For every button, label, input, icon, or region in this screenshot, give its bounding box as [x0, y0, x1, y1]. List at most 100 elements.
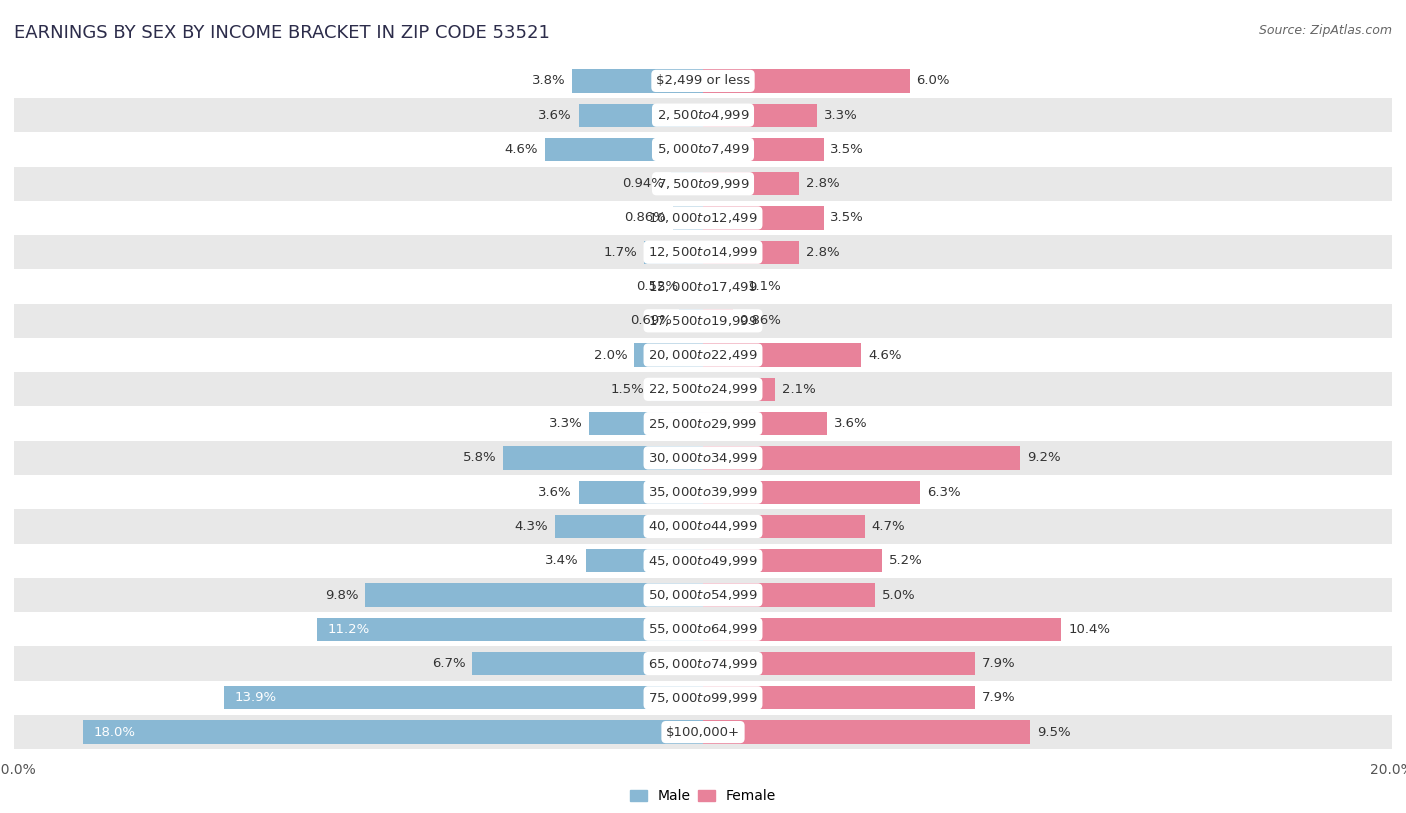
Legend: Male, Female: Male, Female [624, 784, 782, 809]
Bar [703, 515, 865, 538]
Text: EARNINGS BY SEX BY INCOME BRACKET IN ZIP CODE 53521: EARNINGS BY SEX BY INCOME BRACKET IN ZIP… [14, 24, 550, 42]
Text: 9.5%: 9.5% [1038, 725, 1071, 738]
Bar [703, 378, 775, 401]
Text: $2,499 or less: $2,499 or less [657, 75, 749, 88]
Text: 4.6%: 4.6% [869, 349, 901, 362]
Bar [14, 372, 1392, 406]
Bar [14, 167, 1392, 201]
Text: 3.4%: 3.4% [546, 554, 579, 567]
Bar [572, 69, 703, 93]
Text: $22,500 to $24,999: $22,500 to $24,999 [648, 382, 758, 397]
Text: 5.0%: 5.0% [882, 589, 915, 602]
Text: 1.1%: 1.1% [748, 280, 782, 293]
Text: 6.7%: 6.7% [432, 657, 465, 670]
Text: $75,000 to $99,999: $75,000 to $99,999 [648, 691, 758, 705]
Bar [14, 63, 1392, 98]
Text: $5,000 to $7,499: $5,000 to $7,499 [657, 142, 749, 156]
Bar [366, 584, 703, 606]
Text: 3.6%: 3.6% [538, 109, 572, 122]
Bar [673, 207, 703, 229]
Text: 20.0%: 20.0% [0, 763, 37, 777]
Text: 6.0%: 6.0% [917, 75, 950, 88]
Text: $10,000 to $12,499: $10,000 to $12,499 [648, 211, 758, 225]
Bar [14, 304, 1392, 338]
Bar [579, 480, 703, 504]
Bar [544, 137, 703, 161]
Text: 3.5%: 3.5% [831, 143, 865, 156]
Bar [703, 103, 817, 127]
Text: 6.3%: 6.3% [927, 485, 960, 498]
Bar [703, 343, 862, 367]
Text: 3.3%: 3.3% [824, 109, 858, 122]
Text: 1.5%: 1.5% [610, 383, 644, 396]
Text: 9.2%: 9.2% [1026, 451, 1060, 464]
Bar [14, 578, 1392, 612]
Text: $30,000 to $34,999: $30,000 to $34,999 [648, 451, 758, 465]
Bar [555, 515, 703, 538]
Bar [651, 378, 703, 401]
Text: $100,000+: $100,000+ [666, 725, 740, 738]
Text: 3.8%: 3.8% [531, 75, 565, 88]
Bar [703, 618, 1062, 641]
Text: 9.8%: 9.8% [325, 589, 359, 602]
Text: 10.4%: 10.4% [1069, 623, 1111, 636]
Bar [703, 241, 800, 264]
Bar [703, 69, 910, 93]
Text: 1.7%: 1.7% [603, 246, 637, 259]
Text: 2.1%: 2.1% [782, 383, 815, 396]
Text: 0.86%: 0.86% [740, 315, 782, 328]
Bar [634, 343, 703, 367]
Bar [703, 480, 920, 504]
Bar [14, 98, 1392, 133]
Text: Source: ZipAtlas.com: Source: ZipAtlas.com [1258, 24, 1392, 37]
Bar [14, 338, 1392, 372]
Text: 20.0%: 20.0% [1369, 763, 1406, 777]
Text: $2,500 to $4,999: $2,500 to $4,999 [657, 108, 749, 122]
Bar [703, 172, 800, 195]
Text: 0.94%: 0.94% [621, 177, 664, 190]
Bar [503, 446, 703, 470]
Text: $7,500 to $9,999: $7,500 to $9,999 [657, 176, 749, 191]
Text: $40,000 to $44,999: $40,000 to $44,999 [648, 520, 758, 533]
Bar [224, 686, 703, 710]
Bar [14, 406, 1392, 441]
Text: 13.9%: 13.9% [235, 691, 277, 704]
Text: $17,500 to $19,999: $17,500 to $19,999 [648, 314, 758, 328]
Text: 3.6%: 3.6% [538, 485, 572, 498]
Text: 11.2%: 11.2% [328, 623, 370, 636]
Bar [579, 103, 703, 127]
Bar [14, 544, 1392, 578]
Bar [14, 475, 1392, 509]
Text: $50,000 to $54,999: $50,000 to $54,999 [648, 588, 758, 602]
Text: 3.5%: 3.5% [831, 211, 865, 224]
Text: $55,000 to $64,999: $55,000 to $64,999 [648, 622, 758, 637]
Bar [589, 412, 703, 435]
Bar [703, 137, 824, 161]
Bar [14, 612, 1392, 646]
Text: 2.8%: 2.8% [807, 177, 839, 190]
Bar [703, 720, 1031, 744]
Bar [318, 618, 703, 641]
Text: $45,000 to $49,999: $45,000 to $49,999 [648, 554, 758, 567]
Bar [703, 652, 976, 676]
Bar [703, 584, 875, 606]
Text: 4.7%: 4.7% [872, 520, 905, 533]
Text: 2.8%: 2.8% [807, 246, 839, 259]
Bar [703, 446, 1019, 470]
Bar [671, 172, 703, 195]
Bar [703, 275, 741, 298]
Bar [679, 309, 703, 333]
Text: 5.2%: 5.2% [889, 554, 922, 567]
Bar [472, 652, 703, 676]
Text: $15,000 to $17,499: $15,000 to $17,499 [648, 280, 758, 293]
Text: 2.0%: 2.0% [593, 349, 627, 362]
Bar [14, 646, 1392, 680]
Text: $65,000 to $74,999: $65,000 to $74,999 [648, 657, 758, 671]
Bar [644, 241, 703, 264]
Text: 5.8%: 5.8% [463, 451, 496, 464]
Text: 4.6%: 4.6% [505, 143, 537, 156]
Bar [703, 686, 976, 710]
Text: $35,000 to $39,999: $35,000 to $39,999 [648, 485, 758, 499]
Text: 0.52%: 0.52% [636, 280, 678, 293]
Bar [685, 275, 703, 298]
